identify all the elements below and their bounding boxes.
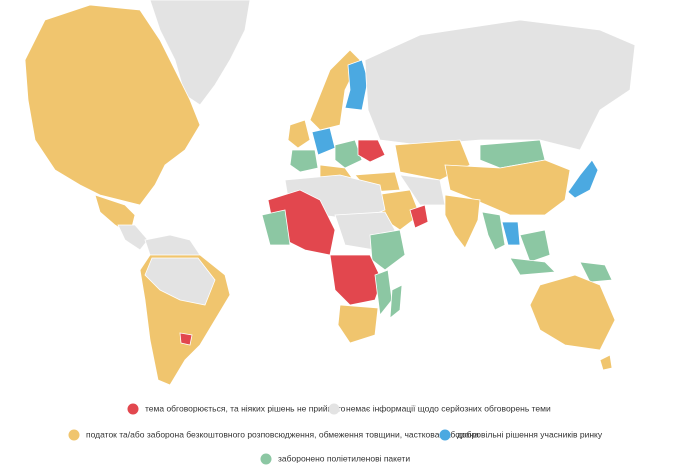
region [409, 204, 429, 229]
legend-swatch [439, 429, 451, 441]
legend-label: податок та/або заборона безкоштовного ро… [86, 429, 479, 439]
world-map [24, 0, 636, 386]
region [117, 224, 149, 251]
region [369, 229, 406, 271]
region [357, 139, 386, 163]
region [261, 209, 291, 246]
region [389, 284, 403, 319]
region [179, 332, 193, 346]
region [599, 354, 613, 371]
region [289, 149, 319, 173]
region [337, 304, 379, 344]
legend-label: тема обговорюється, та ніяких рішень не … [145, 403, 346, 413]
region [481, 211, 506, 251]
legend-swatch [68, 429, 80, 441]
region [287, 119, 311, 149]
region [144, 234, 201, 259]
legend-label: добровільні рішення учасників ринку [457, 429, 603, 439]
region [529, 274, 616, 351]
region [144, 257, 216, 306]
legend-swatch [260, 453, 272, 465]
legend-label: немає інформації щодо серйозних обговоре… [346, 403, 551, 413]
region [444, 159, 571, 216]
region [149, 0, 251, 106]
region [501, 221, 521, 246]
region [334, 139, 363, 169]
region [567, 159, 599, 199]
region [344, 59, 369, 111]
region [329, 254, 383, 306]
region [509, 257, 556, 276]
legend-swatch [328, 403, 340, 415]
legend-label: заборонено поліетиленові пакети [278, 453, 410, 463]
legend: тема обговорюється, та ніяких рішень не … [68, 403, 603, 465]
region [444, 194, 481, 249]
region [579, 261, 613, 283]
region [24, 4, 201, 206]
legend-swatch [127, 403, 139, 415]
region [519, 229, 551, 263]
region [364, 19, 636, 151]
